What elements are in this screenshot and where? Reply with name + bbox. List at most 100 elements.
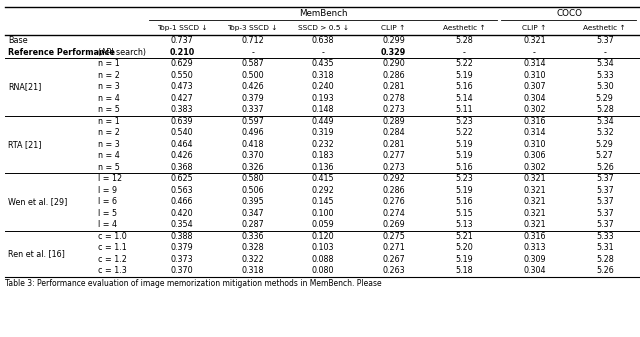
Text: 0.435: 0.435: [312, 59, 334, 68]
Text: 0.273: 0.273: [382, 105, 405, 114]
Text: n = 1: n = 1: [98, 117, 120, 126]
Text: -: -: [604, 48, 606, 57]
Text: Top-3 SSCD ↓: Top-3 SSCD ↓: [227, 25, 278, 31]
Text: -: -: [463, 48, 465, 57]
Text: 0.500: 0.500: [241, 71, 264, 80]
Text: Aesthetic ↑: Aesthetic ↑: [443, 25, 485, 31]
Text: 0.318: 0.318: [241, 266, 264, 275]
Text: 5.37: 5.37: [596, 186, 614, 195]
Text: 0.080: 0.080: [312, 266, 334, 275]
Text: 0.426: 0.426: [171, 151, 193, 160]
Text: 0.263: 0.263: [382, 266, 405, 275]
Text: 0.395: 0.395: [241, 197, 264, 206]
Text: 5.33: 5.33: [596, 232, 614, 241]
Text: Reference Performance: Reference Performance: [8, 48, 115, 57]
Text: SSCD > 0.5 ↓: SSCD > 0.5 ↓: [298, 25, 349, 31]
Text: 5.30: 5.30: [596, 82, 614, 91]
Text: Top-1 SSCD ↓: Top-1 SSCD ↓: [157, 25, 207, 31]
Text: 0.148: 0.148: [312, 105, 334, 114]
Text: c = 1.0: c = 1.0: [98, 232, 127, 241]
Text: 0.286: 0.286: [382, 71, 405, 80]
Text: 0.580: 0.580: [241, 174, 264, 183]
Text: 0.427: 0.427: [171, 94, 193, 103]
Text: 0.059: 0.059: [312, 220, 335, 229]
Text: 0.281: 0.281: [382, 140, 405, 149]
Text: 0.563: 0.563: [171, 186, 193, 195]
Text: 0.322: 0.322: [241, 255, 264, 264]
Text: 0.316: 0.316: [523, 232, 546, 241]
Text: 5.28: 5.28: [455, 36, 473, 45]
Text: 5.15: 5.15: [455, 209, 473, 218]
Text: 0.183: 0.183: [312, 151, 334, 160]
Text: 0.466: 0.466: [171, 197, 193, 206]
Text: 0.232: 0.232: [312, 140, 335, 149]
Text: c = 1.3: c = 1.3: [98, 266, 127, 275]
Text: l = 12: l = 12: [98, 174, 122, 183]
Text: 0.274: 0.274: [382, 209, 405, 218]
Text: -: -: [252, 48, 254, 57]
Text: 0.337: 0.337: [241, 105, 264, 114]
Text: COCO: COCO: [557, 9, 582, 18]
Text: 0.629: 0.629: [171, 59, 193, 68]
Text: 0.088: 0.088: [312, 255, 334, 264]
Text: 5.22: 5.22: [455, 128, 473, 137]
Text: 0.321: 0.321: [523, 174, 546, 183]
Text: 0.319: 0.319: [312, 128, 334, 137]
Text: 0.310: 0.310: [523, 71, 546, 80]
Text: 5.32: 5.32: [596, 128, 614, 137]
Text: Wen et al. [29]: Wen et al. [29]: [8, 197, 67, 206]
Text: 0.309: 0.309: [523, 255, 546, 264]
Text: Base: Base: [8, 36, 28, 45]
Text: -: -: [533, 48, 536, 57]
Text: 5.19: 5.19: [455, 151, 473, 160]
Text: 0.290: 0.290: [382, 59, 405, 68]
Text: -: -: [322, 48, 324, 57]
Text: 0.287: 0.287: [241, 220, 264, 229]
Text: 0.321: 0.321: [523, 186, 546, 195]
Text: n = 1: n = 1: [98, 59, 120, 68]
Text: 0.550: 0.550: [171, 71, 193, 80]
Text: 5.31: 5.31: [596, 243, 614, 252]
Text: 0.310: 0.310: [523, 140, 546, 149]
Text: CLIP ↑: CLIP ↑: [522, 25, 547, 31]
Text: 0.379: 0.379: [241, 94, 264, 103]
Text: 0.597: 0.597: [241, 117, 264, 126]
Text: 0.321: 0.321: [523, 197, 546, 206]
Text: 0.336: 0.336: [241, 232, 264, 241]
Text: 0.314: 0.314: [523, 128, 546, 137]
Text: 5.34: 5.34: [596, 117, 614, 126]
Text: Aesthetic ↑: Aesthetic ↑: [584, 25, 626, 31]
Text: 0.449: 0.449: [312, 117, 334, 126]
Text: 5.13: 5.13: [455, 220, 473, 229]
Text: 0.210: 0.210: [170, 48, 195, 57]
Text: 0.120: 0.120: [312, 232, 334, 241]
Text: 0.145: 0.145: [312, 197, 334, 206]
Text: 0.420: 0.420: [171, 209, 193, 218]
Text: 0.639: 0.639: [171, 117, 193, 126]
Text: 5.34: 5.34: [596, 59, 614, 68]
Text: 5.19: 5.19: [455, 140, 473, 149]
Text: 0.587: 0.587: [241, 59, 264, 68]
Text: 0.540: 0.540: [171, 128, 193, 137]
Text: 5.19: 5.19: [455, 71, 473, 80]
Text: 5.16: 5.16: [455, 197, 473, 206]
Text: 0.370: 0.370: [241, 151, 264, 160]
Text: n = 3: n = 3: [98, 82, 120, 91]
Text: 5.22: 5.22: [455, 59, 473, 68]
Text: 0.278: 0.278: [382, 94, 405, 103]
Text: 0.193: 0.193: [312, 94, 334, 103]
Text: (API search): (API search): [98, 48, 146, 57]
Text: 0.304: 0.304: [523, 266, 546, 275]
Text: 0.314: 0.314: [523, 59, 546, 68]
Text: 0.388: 0.388: [171, 232, 193, 241]
Text: 5.19: 5.19: [455, 255, 473, 264]
Text: c = 1.1: c = 1.1: [98, 243, 127, 252]
Text: 5.26: 5.26: [596, 163, 614, 172]
Text: 5.14: 5.14: [455, 94, 473, 103]
Text: 0.625: 0.625: [171, 174, 193, 183]
Text: 0.326: 0.326: [241, 163, 264, 172]
Text: 0.100: 0.100: [312, 209, 334, 218]
Text: 0.281: 0.281: [382, 82, 405, 91]
Text: 0.321: 0.321: [523, 36, 546, 45]
Text: 0.712: 0.712: [241, 36, 264, 45]
